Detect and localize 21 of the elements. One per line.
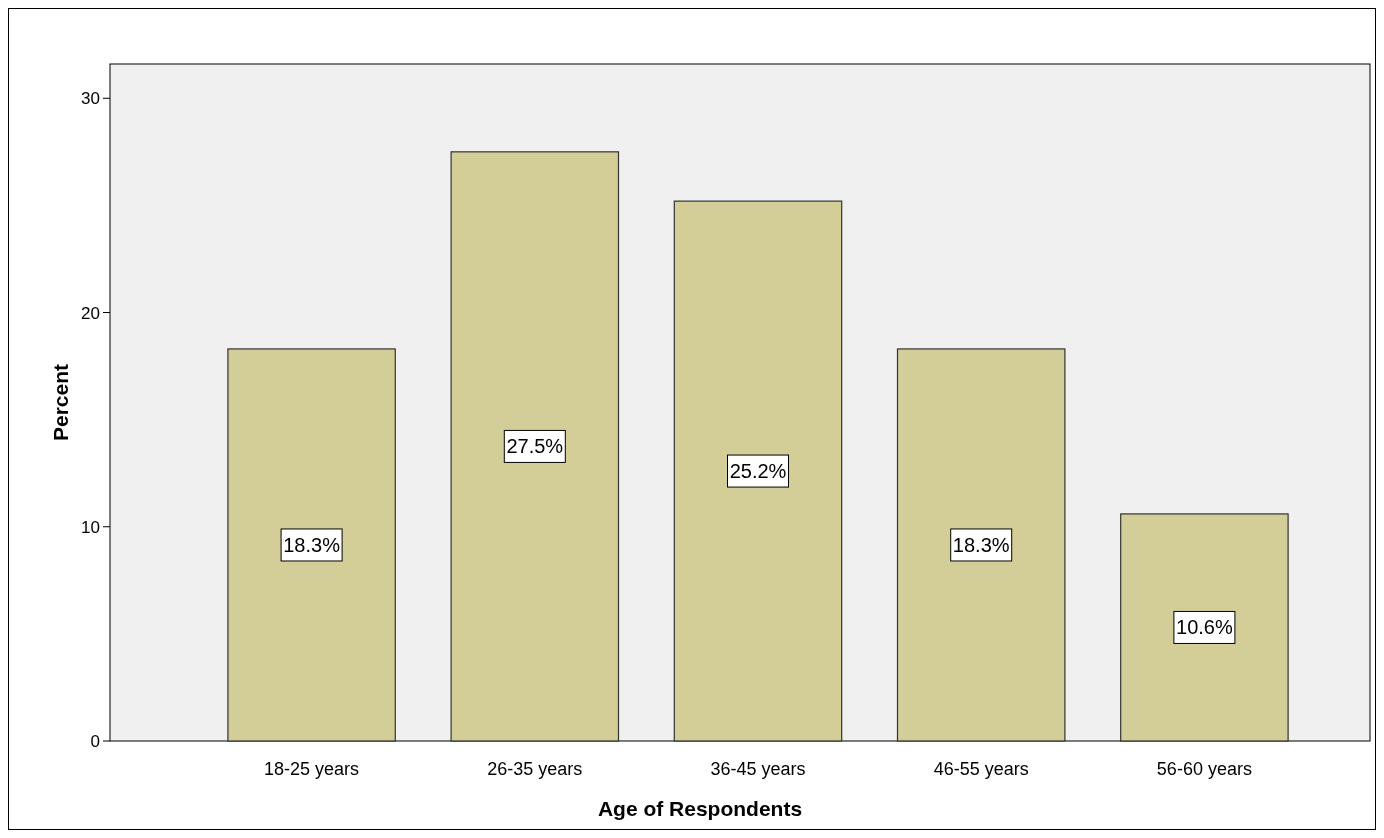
y-tick-label: 30 (81, 89, 100, 109)
data-label: 18.3% (283, 533, 341, 556)
data-label: 25.2% (729, 460, 787, 483)
x-tick-label: 56-60 years (1156, 759, 1252, 779)
y-tick-label: 10 (81, 517, 100, 537)
x-tick-label: 18-25 years (264, 759, 360, 779)
bar (673, 200, 843, 742)
y-axis-title: Percent (49, 363, 72, 442)
y-tick-label: 20 (81, 303, 100, 323)
data-label: 18.3% (952, 533, 1010, 556)
x-tick-label: 26-35 years (487, 759, 583, 779)
data-label: 27.5% (506, 435, 564, 458)
bar (1120, 513, 1289, 742)
bar (450, 151, 620, 742)
x-tick-label: 46-55 years (933, 759, 1029, 779)
data-label: 10.6% (1176, 616, 1233, 639)
y-tick-label: 0 (90, 732, 100, 751)
bar (227, 348, 396, 742)
x-tick-label: 36-45 years (710, 759, 806, 779)
bar (896, 348, 1066, 742)
x-axis-title: Age of Respondents (597, 797, 803, 820)
